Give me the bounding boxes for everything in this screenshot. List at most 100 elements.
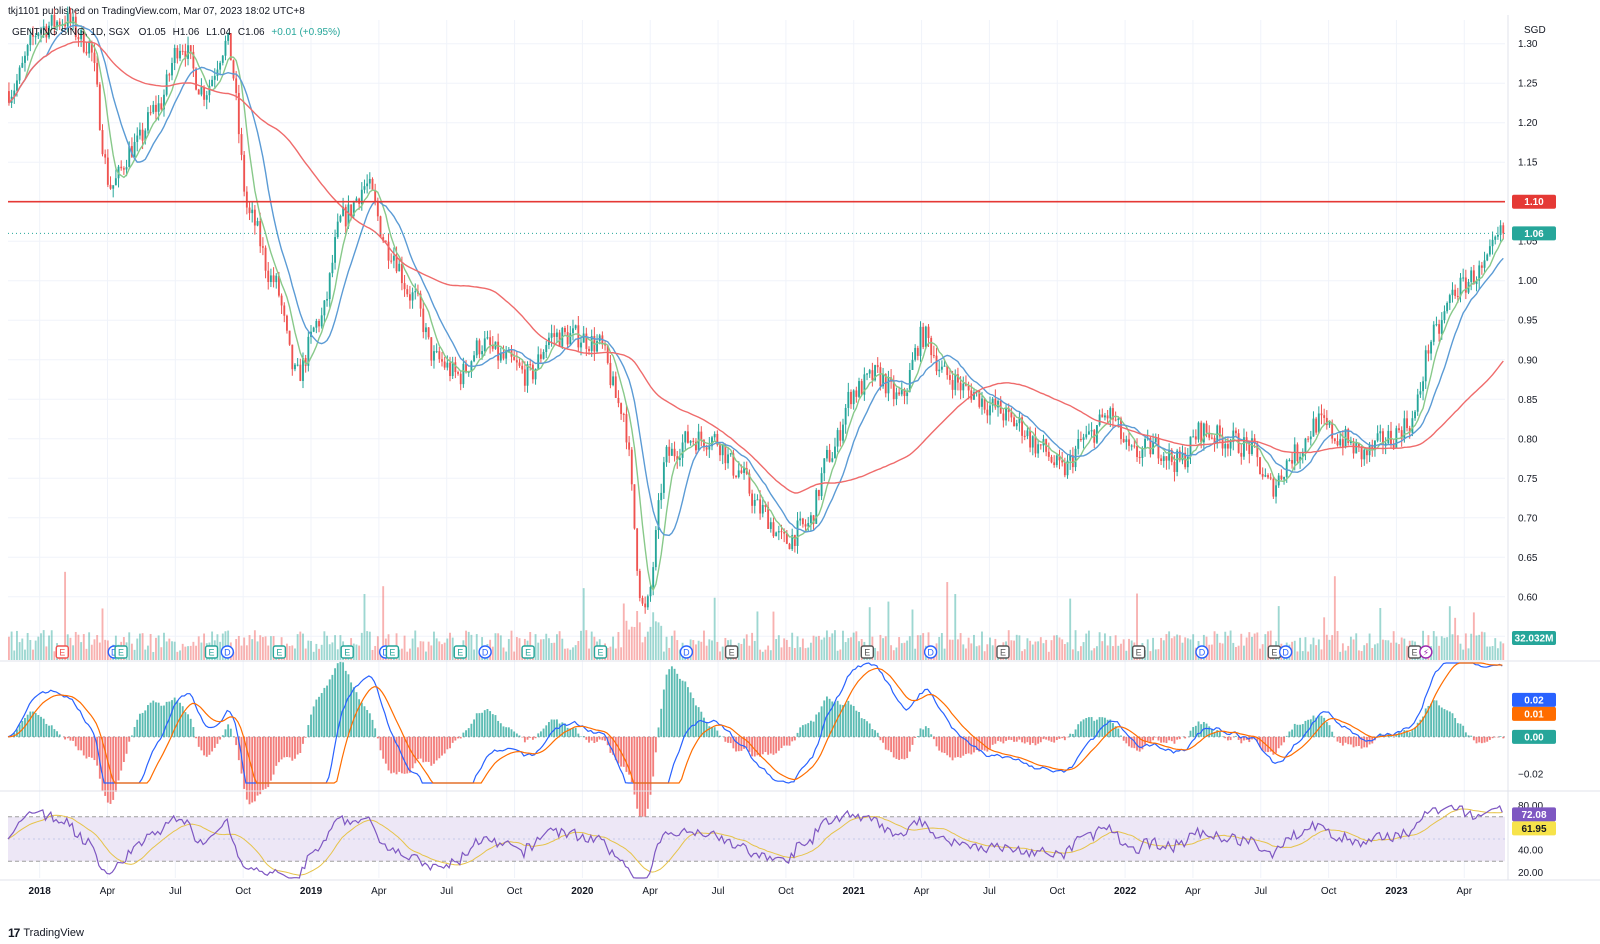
macd-histogram-bar [141, 712, 144, 737]
macd-histogram-bar [74, 736, 77, 747]
event-marker[interactable]: E [593, 645, 608, 659]
macd-histogram-bar [125, 736, 128, 754]
candle-body [176, 48, 179, 59]
volume-bar [318, 648, 320, 660]
macd-histogram-bar [499, 723, 502, 737]
candle-body [80, 29, 83, 40]
event-marker[interactable]: E [385, 645, 400, 659]
candle-body [1061, 460, 1064, 463]
macd-histogram-bar [502, 726, 505, 737]
candle-body [1317, 413, 1320, 433]
event-marker[interactable]: D [1195, 645, 1209, 659]
event-marker[interactable]: E [55, 645, 69, 659]
tradingview-footer[interactable]: 17 TradingView [8, 926, 84, 940]
volume-bar [510, 630, 513, 660]
macd-histogram-bar [887, 736, 890, 751]
volume-bar [264, 636, 267, 660]
volume-bar [852, 632, 855, 660]
candle-body [1443, 311, 1446, 321]
candle-body [1106, 415, 1109, 419]
macd-tick-label: −0.02 [1518, 769, 1544, 780]
event-marker[interactable]: D [923, 645, 938, 659]
volume-bar [975, 646, 978, 660]
candle-body [299, 364, 302, 381]
macd-histogram-bar [114, 736, 117, 792]
macd-histogram-bar [302, 736, 304, 744]
macd-histogram-bar [256, 736, 259, 796]
moving-average-line [8, 20, 1504, 592]
macd-histogram-bar [90, 736, 93, 758]
volume-bar [1267, 631, 1269, 660]
event-marker[interactable]: E [453, 645, 467, 659]
event-marker[interactable]: E [272, 645, 287, 659]
volume-bar [756, 611, 759, 660]
macd-histogram-bar [411, 736, 414, 769]
event-marker[interactable]: E [1407, 645, 1422, 659]
volume-bar [1360, 651, 1363, 660]
event-marker[interactable]: D [478, 645, 492, 659]
volume-bar [499, 635, 502, 660]
macd-histogram-bar [117, 736, 120, 781]
candle-body [847, 391, 850, 408]
event-marker[interactable]: E [521, 645, 535, 659]
event-marker[interactable]: D [220, 645, 235, 659]
event-marker[interactable]: E [1131, 645, 1146, 659]
volume-bar [1357, 650, 1360, 660]
volume-bar [326, 635, 328, 660]
macd-histogram-bar [1496, 736, 1499, 738]
price-tick-label: 0.65 [1518, 553, 1538, 564]
event-marker[interactable]: E [996, 645, 1010, 659]
candle-body [29, 34, 32, 46]
event-marker[interactable]: E [1267, 645, 1282, 659]
price-tick-label: 0.90 [1518, 355, 1538, 366]
macd-histogram-bar [967, 736, 970, 754]
macd-histogram-bar [414, 736, 417, 764]
macd-histogram-bar [1499, 736, 1502, 737]
event-marker[interactable]: D [1278, 645, 1293, 659]
volume-bar [638, 622, 641, 660]
earnings-icon [204, 645, 219, 659]
candle-body [122, 168, 125, 170]
event-marker[interactable]: D [679, 645, 694, 659]
candle-body [753, 499, 756, 506]
candle-body [40, 29, 42, 34]
histogram-badge-bg [1512, 729, 1556, 744]
macd-histogram-bar [237, 736, 240, 761]
event-marker[interactable]: E [860, 645, 875, 659]
macd-histogram-bar [817, 712, 820, 737]
earnings-icon [272, 645, 287, 659]
macd-histogram-bar [930, 734, 933, 737]
macd-histogram-bar [898, 736, 901, 760]
candle-body [1031, 436, 1034, 448]
macd-histogram-bar [999, 736, 1002, 742]
macd-histogram-bar [652, 736, 655, 777]
volume-bar [8, 636, 10, 660]
candle-body [425, 327, 427, 333]
macd-histogram-bar [1045, 736, 1048, 740]
volume-bar [189, 645, 192, 660]
macd-histogram-bar [374, 728, 377, 737]
time-tick-label: Apr [1457, 886, 1473, 897]
candle-body [545, 345, 548, 352]
volume-bar [1221, 643, 1224, 660]
candle-body [491, 345, 494, 349]
event-marker[interactable]: ⚡ [1419, 645, 1433, 659]
macd-histogram-bar [1400, 733, 1403, 737]
volume-bar [430, 645, 433, 660]
candle-body [513, 356, 516, 361]
event-marker[interactable]: E [724, 645, 739, 659]
candle-body [1288, 460, 1291, 462]
macd-histogram-bar [179, 702, 181, 737]
volume-bar [1120, 643, 1122, 660]
macd-histogram-bar [866, 721, 868, 737]
macd-histogram-bar [205, 736, 208, 757]
event-marker[interactable]: E [340, 645, 354, 659]
volume-bar [1031, 644, 1034, 660]
macd-histogram-bar [914, 736, 917, 738]
macd-histogram-bar [163, 705, 165, 737]
event-marker[interactable]: E [114, 645, 128, 659]
event-marker[interactable]: E [204, 645, 219, 659]
volume-bar [1398, 644, 1400, 660]
candle-body [1256, 443, 1259, 458]
